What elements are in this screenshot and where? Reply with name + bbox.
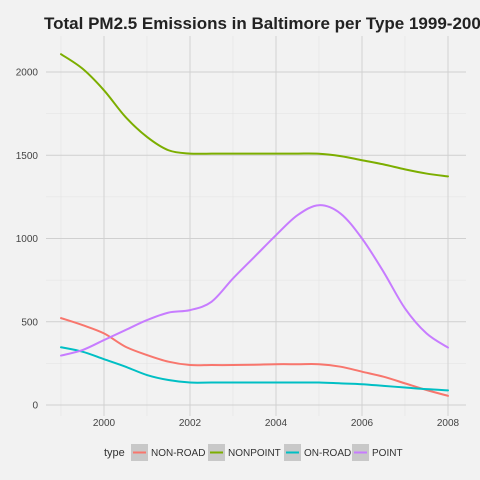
x-tick-label: 2000: [93, 418, 116, 429]
legend-title: type: [104, 447, 125, 459]
series-line-point: [60, 204, 449, 357]
y-tick-label: 0: [32, 401, 38, 412]
legend-label-nonpoint: NONPOINT: [228, 448, 281, 459]
legend-label-non-road: NON-ROAD: [151, 448, 205, 459]
y-tick-label: 2000: [16, 68, 39, 79]
series-line-nonpoint: [60, 53, 449, 178]
legend-label-point: POINT: [372, 448, 403, 459]
y-tick-label: 500: [21, 317, 38, 328]
y-tick-label: 1500: [16, 151, 39, 162]
x-tick-label: 2002: [179, 418, 202, 429]
y-tick-label: 1000: [16, 234, 39, 245]
plot-panel: [46, 36, 466, 416]
x-tick-label: 2004: [265, 418, 288, 429]
chart-title: Total PM2.5 Emissions in Baltimore per T…: [44, 14, 480, 33]
x-tick-label: 2006: [351, 418, 374, 429]
legend: type NON-ROAD NONPOINT ON-ROAD POINT: [104, 444, 403, 461]
series-line-on-road: [60, 346, 449, 392]
x-tick-label: 2008: [437, 418, 460, 429]
legend-label-on-road: ON-ROAD: [304, 448, 351, 459]
series-lines: [60, 53, 449, 397]
grid: [46, 36, 466, 416]
series-line-non-road: [60, 317, 449, 397]
axis-ticks: 0 500 1000 1500 2000 2000 2002 2004 2006 2008: [16, 68, 460, 430]
